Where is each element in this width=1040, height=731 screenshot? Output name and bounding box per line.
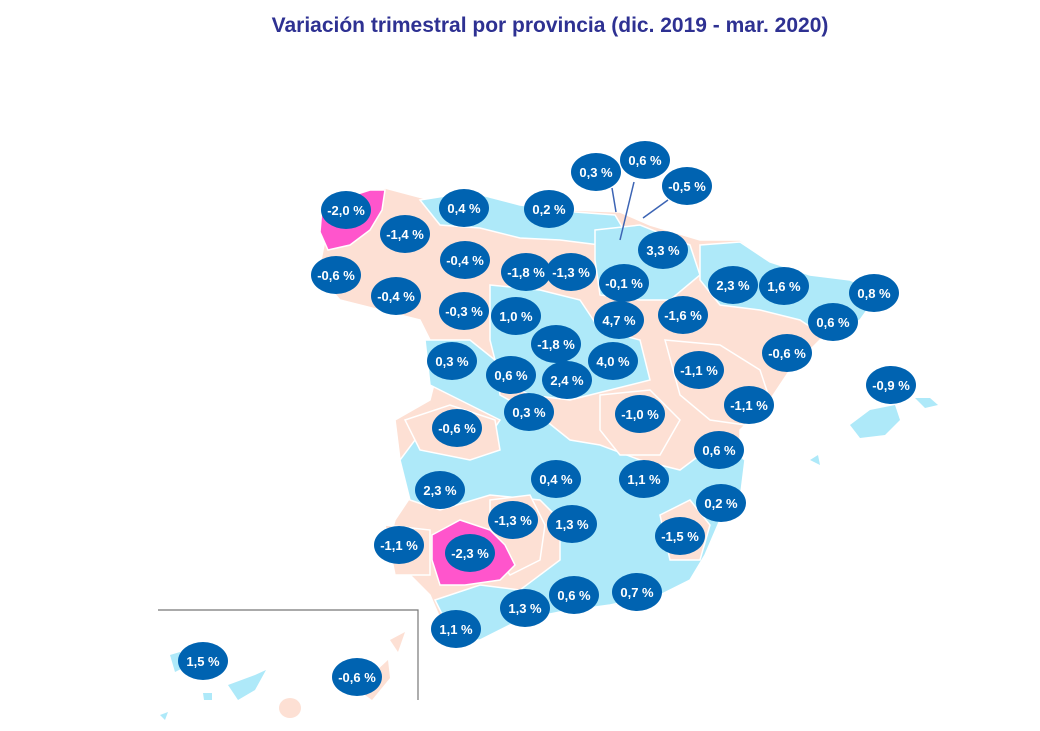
value-bubble: 0,4 % <box>439 189 489 227</box>
value-bubble: -1,4 % <box>380 215 430 253</box>
value-bubble: -1,8 % <box>501 253 551 291</box>
value-bubble: 0,8 % <box>849 274 899 312</box>
value-bubble: -0,1 % <box>599 264 649 302</box>
value-bubble: 0,4 % <box>531 460 581 498</box>
value-bubble: -1,1 % <box>674 351 724 389</box>
value-bubble: -1,8 % <box>531 325 581 363</box>
value-bubble: 2,4 % <box>542 361 592 399</box>
value-bubble: 0,3 % <box>571 153 621 191</box>
value-bubble: 4,7 % <box>594 301 644 339</box>
value-bubble: -1,3 % <box>488 501 538 539</box>
value-bubble: 0,6 % <box>486 356 536 394</box>
value-bubble: -2,0 % <box>321 191 371 229</box>
chart-title: Variación trimestral por provincia (dic.… <box>271 14 829 37</box>
value-bubble: -1,5 % <box>655 517 705 555</box>
value-bubble: -0,6 % <box>762 334 812 372</box>
value-bubble: -0,9 % <box>866 366 916 404</box>
value-bubble: -0,3 % <box>439 292 489 330</box>
value-bubble: 1,0 % <box>491 297 541 335</box>
value-bubble: 0,7 % <box>612 573 662 611</box>
value-bubble: -1,6 % <box>658 296 708 334</box>
value-bubble: -1,1 % <box>374 526 424 564</box>
value-bubble: 0,3 % <box>504 393 554 431</box>
value-bubble: -0,6 % <box>332 658 382 696</box>
value-bubble: -1,1 % <box>724 386 774 424</box>
value-bubble: 4,0 % <box>588 342 638 380</box>
value-bubble: -0,4 % <box>371 277 421 315</box>
value-bubble: 1,1 % <box>431 610 481 648</box>
leader-lines <box>611 181 669 241</box>
value-bubble: 1,6 % <box>759 267 809 305</box>
value-bubble: -0,4 % <box>440 241 490 279</box>
value-bubble: -1,3 % <box>546 253 596 291</box>
value-bubble: -0,6 % <box>432 409 482 447</box>
value-bubble: 0,2 % <box>524 190 574 228</box>
value-bubble: 1,3 % <box>500 589 550 627</box>
value-bubble: 0,6 % <box>549 576 599 614</box>
balearic-islands <box>810 398 938 465</box>
value-bubble: 3,3 % <box>638 231 688 269</box>
value-bubble: 0,6 % <box>808 303 858 341</box>
value-bubble: -0,5 % <box>662 167 712 205</box>
value-bubble: 0,3 % <box>427 342 477 380</box>
value-bubble: 2,3 % <box>415 471 465 509</box>
canary-inset-frame <box>158 609 419 700</box>
value-bubble: 2,3 % <box>708 266 758 304</box>
value-bubble: -2,3 % <box>445 534 495 572</box>
value-bubble: 0,6 % <box>694 431 744 469</box>
value-bubble: 1,5 % <box>178 642 228 680</box>
value-bubble: 1,3 % <box>547 505 597 543</box>
value-bubble: -1,0 % <box>615 395 665 433</box>
value-bubble: 0,6 % <box>620 141 670 179</box>
value-bubble: 0,2 % <box>696 484 746 522</box>
value-bubble: 1,1 % <box>619 460 669 498</box>
value-bubble: -0,6 % <box>311 256 361 294</box>
